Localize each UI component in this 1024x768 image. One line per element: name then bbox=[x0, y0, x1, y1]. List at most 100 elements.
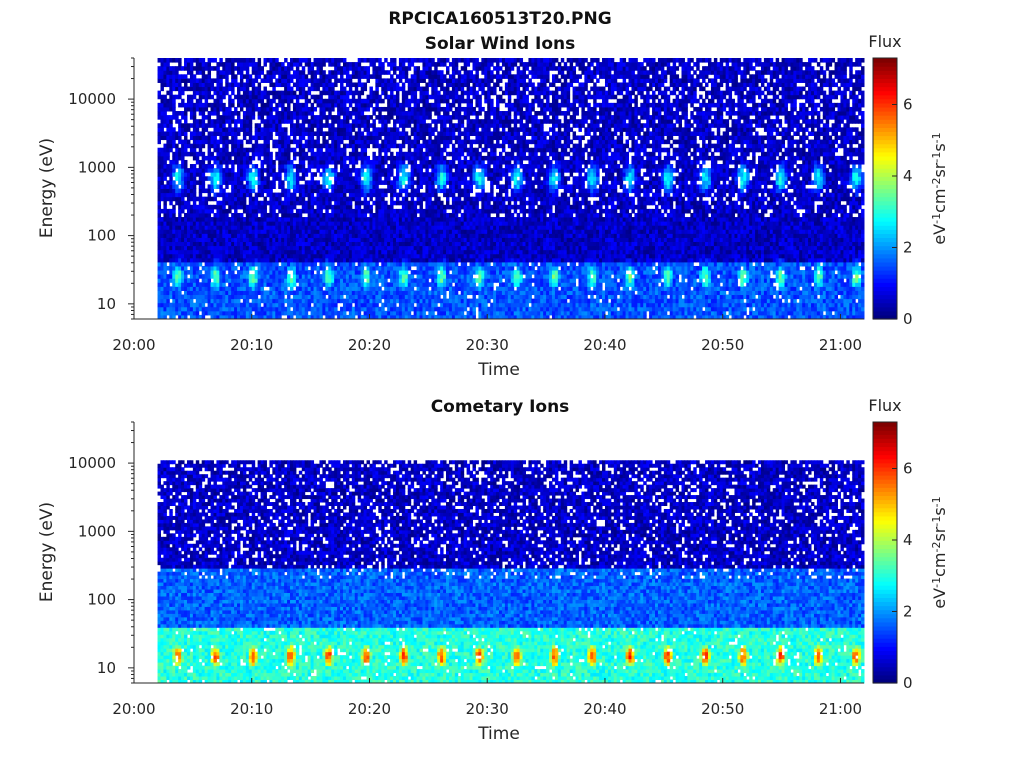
heatmap-cell bbox=[407, 172, 412, 177]
heatmap-cell bbox=[189, 102, 194, 108]
heatmap-cell bbox=[213, 261, 217, 267]
heatmap-cell bbox=[354, 310, 359, 316]
heatmap-cell bbox=[372, 314, 376, 320]
heatmap-cell bbox=[337, 192, 341, 198]
heatmap-cell bbox=[401, 86, 406, 92]
heatmap-cell bbox=[322, 229, 326, 234]
heatmap-cell bbox=[213, 253, 217, 259]
heatmap-cell bbox=[301, 66, 306, 71]
heatmap-cell bbox=[407, 78, 412, 83]
heatmap-cell bbox=[210, 233, 214, 238]
heatmap-cell bbox=[366, 270, 370, 275]
heatmap-cell bbox=[387, 62, 391, 67]
heatmap-cell bbox=[378, 204, 382, 210]
heatmap-cell bbox=[257, 151, 262, 157]
heatmap-cell bbox=[404, 265, 409, 271]
heatmap-cell bbox=[301, 217, 306, 222]
heatmap-cell bbox=[248, 78, 253, 83]
heatmap-cell bbox=[257, 290, 262, 296]
heatmap-cell bbox=[254, 241, 259, 247]
heatmap-cell bbox=[169, 241, 173, 247]
heatmap-cell bbox=[295, 188, 300, 194]
heatmap-cell bbox=[372, 62, 376, 67]
heatmap-cell bbox=[292, 82, 297, 88]
heatmap-cell bbox=[281, 98, 285, 104]
heatmap-cell bbox=[207, 294, 212, 300]
heatmap-cell bbox=[275, 245, 279, 251]
heatmap-cell bbox=[304, 290, 309, 296]
heatmap-cell bbox=[398, 164, 403, 169]
heatmap-cell bbox=[175, 58, 179, 63]
heatmap-cell bbox=[295, 66, 300, 71]
heatmap-cell bbox=[325, 115, 329, 120]
heatmap-cell bbox=[234, 229, 238, 234]
heatmap-cell bbox=[281, 286, 285, 291]
heatmap-cell bbox=[160, 249, 164, 255]
heatmap-cell bbox=[325, 270, 329, 275]
heatmap-cell bbox=[340, 90, 344, 96]
heatmap-cell bbox=[384, 135, 388, 141]
heatmap-cell bbox=[398, 151, 403, 157]
heatmap-cell bbox=[334, 115, 338, 120]
heatmap-cell bbox=[360, 172, 365, 177]
heatmap-cell bbox=[266, 217, 270, 222]
heatmap-cell bbox=[237, 253, 241, 259]
heatmap-cell bbox=[225, 82, 229, 88]
heatmap-cell bbox=[201, 196, 206, 202]
heatmap-cell bbox=[363, 115, 368, 120]
heatmap-cell bbox=[186, 176, 191, 181]
heatmap-cell bbox=[275, 298, 279, 304]
heatmap-cell bbox=[351, 196, 356, 202]
heatmap-cell bbox=[269, 188, 273, 194]
heatmap-cell bbox=[401, 302, 406, 308]
heatmap-cell bbox=[231, 310, 235, 316]
heatmap-cell bbox=[178, 78, 182, 83]
heatmap-cell bbox=[260, 119, 265, 124]
heatmap-cell bbox=[295, 270, 300, 275]
heatmap-cell bbox=[207, 62, 212, 67]
heatmap-cell bbox=[228, 119, 232, 124]
heatmap-cell bbox=[419, 241, 423, 247]
heatmap-cell bbox=[198, 302, 203, 308]
heatmap-cell bbox=[272, 66, 276, 71]
heatmap-cell bbox=[160, 70, 164, 75]
heatmap-cell bbox=[384, 86, 388, 92]
heatmap-cell bbox=[219, 302, 223, 308]
heatmap-cell bbox=[342, 111, 347, 116]
heatmap-cell bbox=[307, 86, 312, 92]
heatmap-cell bbox=[419, 274, 423, 279]
heatmap-cell bbox=[169, 102, 173, 108]
heatmap-cell bbox=[384, 168, 388, 173]
heatmap-cell bbox=[319, 237, 323, 243]
heatmap-cell bbox=[175, 131, 179, 136]
heatmap-cell bbox=[169, 233, 173, 238]
heatmap-cell bbox=[189, 143, 194, 149]
heatmap-cell bbox=[178, 314, 182, 320]
heatmap-cell bbox=[398, 62, 403, 67]
heatmap-cell bbox=[275, 217, 279, 222]
heatmap-cell bbox=[157, 127, 161, 132]
heatmap-cell bbox=[292, 94, 297, 100]
heatmap-cell bbox=[248, 245, 253, 251]
heatmap-cell bbox=[178, 131, 182, 136]
heatmap-cell bbox=[407, 212, 412, 218]
heatmap-cell bbox=[169, 306, 173, 312]
heatmap-cell bbox=[284, 172, 288, 177]
heatmap-cell bbox=[369, 257, 373, 263]
heatmap-cell bbox=[381, 115, 385, 120]
heatmap-cell bbox=[395, 225, 400, 230]
heatmap-cell bbox=[281, 151, 285, 157]
heatmap-cell bbox=[345, 274, 350, 279]
heatmap-cell bbox=[228, 66, 232, 71]
heatmap-cell bbox=[266, 180, 270, 185]
heatmap-cell bbox=[310, 147, 315, 153]
heatmap-cell bbox=[287, 78, 291, 83]
heatmap-cell bbox=[301, 314, 306, 320]
heatmap-cell bbox=[254, 221, 259, 226]
heatmap-cell bbox=[228, 62, 232, 67]
heatmap-cell bbox=[360, 164, 365, 169]
heatmap-cell bbox=[189, 294, 194, 300]
heatmap-cell bbox=[328, 270, 332, 275]
heatmap-cell bbox=[304, 302, 309, 308]
heatmap-cell bbox=[178, 204, 182, 210]
